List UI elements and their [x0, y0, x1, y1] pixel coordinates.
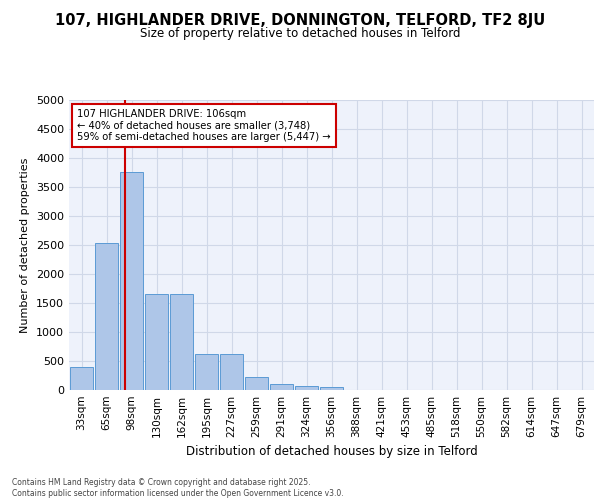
Text: Size of property relative to detached houses in Telford: Size of property relative to detached ho… [140, 28, 460, 40]
Bar [170, 294, 193, 390]
X-axis label: Distribution of detached houses by size in Telford: Distribution of detached houses by size … [185, 446, 478, 458]
Bar [95, 244, 118, 390]
Text: Contains HM Land Registry data © Crown copyright and database right 2025.
Contai: Contains HM Land Registry data © Crown c… [12, 478, 344, 498]
Text: 107 HIGHLANDER DRIVE: 106sqm
← 40% of detached houses are smaller (3,748)
59% of: 107 HIGHLANDER DRIVE: 106sqm ← 40% of de… [77, 108, 331, 142]
Bar [295, 386, 318, 390]
Bar [145, 294, 168, 390]
Text: 107, HIGHLANDER DRIVE, DONNINGTON, TELFORD, TF2 8JU: 107, HIGHLANDER DRIVE, DONNINGTON, TELFO… [55, 12, 545, 28]
Bar [70, 368, 93, 390]
Bar [245, 376, 268, 390]
Bar [120, 172, 143, 390]
Bar [270, 384, 293, 390]
Bar [320, 387, 343, 390]
Bar [220, 354, 243, 390]
Y-axis label: Number of detached properties: Number of detached properties [20, 158, 31, 332]
Bar [195, 354, 218, 390]
